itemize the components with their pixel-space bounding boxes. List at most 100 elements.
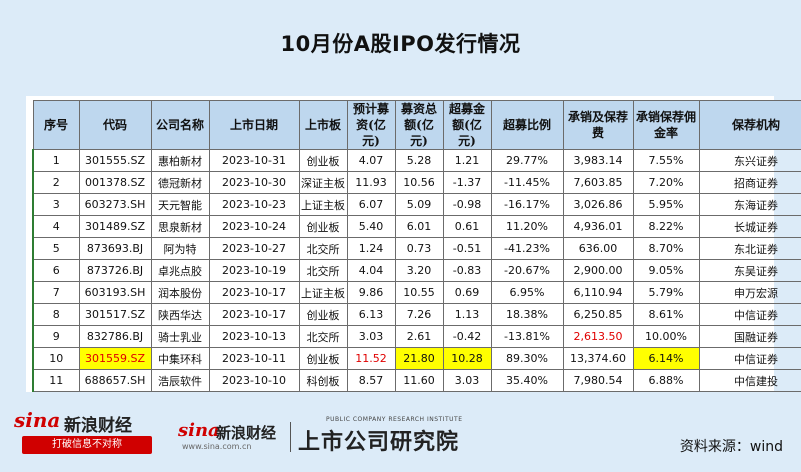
table-cell: 29.77% xyxy=(490,149,564,172)
table-cell: 3.03 xyxy=(346,325,396,348)
table-cell: 2 xyxy=(32,171,80,194)
table-cell: 8 xyxy=(32,303,80,326)
table-cell: 惠柏新材 xyxy=(150,149,210,172)
table-cell: 东海证券 xyxy=(698,193,801,216)
table-cell: 6.14% xyxy=(632,347,700,370)
table-cell: 东兴证券 xyxy=(698,149,801,172)
table-cell: 5.95% xyxy=(632,193,700,216)
column-header: 承销及保荐费 xyxy=(562,100,634,150)
table-cell: 6.07 xyxy=(346,193,396,216)
table-cell: 11.93 xyxy=(346,171,396,194)
table-body: 1 301555.SZ 惠柏新材 2023-10-31 创业板 4.07 5.28 1.21 2… xyxy=(32,149,801,392)
table-cell: 10.28 xyxy=(442,347,492,370)
table-cell: 603193.SH xyxy=(78,281,152,304)
table-cell: 浩辰软件 xyxy=(150,369,210,392)
table-cell: 6.95% xyxy=(490,281,564,304)
footer: sina 新浪财经 打破信息不对称 sina 新浪财经 www.sina.com… xyxy=(0,400,801,472)
table-cell: 21.80 xyxy=(394,347,444,370)
table-cell: -11.45% xyxy=(490,171,564,194)
table-cell: 2023-10-27 xyxy=(208,237,300,260)
sina-finance-logo: sina 新浪财经 打破信息不对称 xyxy=(14,408,164,458)
table-cell: 9.86 xyxy=(346,281,396,304)
table-cell: 1.21 xyxy=(442,149,492,172)
table-cell: 5 xyxy=(32,237,80,260)
table-cell: 8.61% xyxy=(632,303,700,326)
table-cell: 301559.SZ xyxy=(78,347,152,370)
table-cell: 6.01 xyxy=(394,215,444,238)
table-cell: 1.13 xyxy=(442,303,492,326)
column-header: 公司名称 xyxy=(150,100,210,150)
table-cell: -16.17% xyxy=(490,193,564,216)
table-cell: 2023-10-10 xyxy=(208,369,300,392)
table-cell: 7.55% xyxy=(632,149,700,172)
sina-finance-name-small: 新浪财经 xyxy=(216,424,277,442)
table-cell: 中信证券 xyxy=(698,347,801,370)
table-cell: 603273.SH xyxy=(78,193,152,216)
sina-wordmark-small: sina xyxy=(178,420,220,441)
column-header: 上市日期 xyxy=(208,100,300,150)
table-cell: -13.81% xyxy=(490,325,564,348)
table-cell: 中集环科 xyxy=(150,347,210,370)
table-header-row: 序号 代码 公司名称 上市日期 上市板 预计募资(亿元) 募资总额(亿元) 超募金额(亿元) 超… xyxy=(32,100,801,150)
table-cell: 8.70% xyxy=(632,237,700,260)
table-cell: 5.09 xyxy=(394,193,444,216)
table-cell: 6,250.85 xyxy=(562,303,634,326)
table-cell: 11 xyxy=(32,369,80,392)
table-cell: 10.00% xyxy=(632,325,700,348)
research-institute-name: 上市公司研究院 xyxy=(298,429,460,455)
table-cell: 11.52 xyxy=(346,347,396,370)
table-cell: 申万宏源 xyxy=(698,281,801,304)
table-cell: 招商证券 xyxy=(698,171,801,194)
table-cell: 7,980.54 xyxy=(562,369,634,392)
table-cell: 301489.SZ xyxy=(78,215,152,238)
logo-divider xyxy=(290,422,291,452)
table-cell: 德冠新材 xyxy=(150,171,210,194)
table-cell: -0.42 xyxy=(442,325,492,348)
table-cell: 创业板 xyxy=(298,347,348,370)
sina-finance-logo-small: sina 新浪财经 www.sina.com.cn xyxy=(178,420,288,456)
table-cell: 832786.BJ xyxy=(78,325,152,348)
table-cell: 2023-10-11 xyxy=(208,347,300,370)
table-cell: 3,983.14 xyxy=(562,149,634,172)
table-row: 1 301555.SZ 惠柏新材 2023-10-31 创业板 4.07 5.28 1.21 2… xyxy=(32,149,801,172)
table-cell: 4,936.01 xyxy=(562,215,634,238)
table-cell: 4.07 xyxy=(346,149,396,172)
table-cell: -20.67% xyxy=(490,259,564,282)
research-institute-en: PUBLIC COMPANY RESEARCH INSTITUTE xyxy=(326,416,463,423)
table-cell: 1.24 xyxy=(346,237,396,260)
table-cell: 6,110.94 xyxy=(562,281,634,304)
table-cell: 7.26 xyxy=(394,303,444,326)
table-cell: 636.00 xyxy=(562,237,634,260)
table-cell: 0.69 xyxy=(442,281,492,304)
table-cell: -0.83 xyxy=(442,259,492,282)
table-cell: 上证主板 xyxy=(298,281,348,304)
table-cell: 7,603.85 xyxy=(562,171,634,194)
table-cell: 10 xyxy=(32,347,80,370)
table-cell: -0.98 xyxy=(442,193,492,216)
table-cell: 2023-10-17 xyxy=(208,303,300,326)
table-row: 2 001378.SZ 德冠新材 2023-10-30 深证主板 11.93 10.56 -1… xyxy=(32,171,801,194)
table-cell: 8.57 xyxy=(346,369,396,392)
table-cell: 2023-10-19 xyxy=(208,259,300,282)
table-cell: 11.60 xyxy=(394,369,444,392)
table-cell: 东吴证券 xyxy=(698,259,801,282)
table-cell: 3 xyxy=(32,193,80,216)
table-cell: 北交所 xyxy=(298,325,348,348)
table-cell: 长城证券 xyxy=(698,215,801,238)
table-row: 11 688657.SH 浩辰软件 2023-10-10 科创板 8.57 11.60 3.0… xyxy=(32,369,801,392)
table-cell: -0.51 xyxy=(442,237,492,260)
table-cell: 天元智能 xyxy=(150,193,210,216)
table-cell: 873693.BJ xyxy=(78,237,152,260)
table-cell: 2023-10-13 xyxy=(208,325,300,348)
table-cell: 思泉新材 xyxy=(150,215,210,238)
table-cell: 陕西华达 xyxy=(150,303,210,326)
table-row: 10 301559.SZ 中集环科 2023-10-11 创业板 11.52 21.80 10… xyxy=(32,347,801,370)
table-cell: 2023-10-24 xyxy=(208,215,300,238)
table-cell: 89.30% xyxy=(490,347,564,370)
table-cell: 深证主板 xyxy=(298,171,348,194)
table-cell: 2.61 xyxy=(394,325,444,348)
table-cell: 5.79% xyxy=(632,281,700,304)
page-title: 10月份A股IPO发行情况 xyxy=(280,32,521,56)
table-cell: 301555.SZ xyxy=(78,149,152,172)
table-cell: 0.73 xyxy=(394,237,444,260)
